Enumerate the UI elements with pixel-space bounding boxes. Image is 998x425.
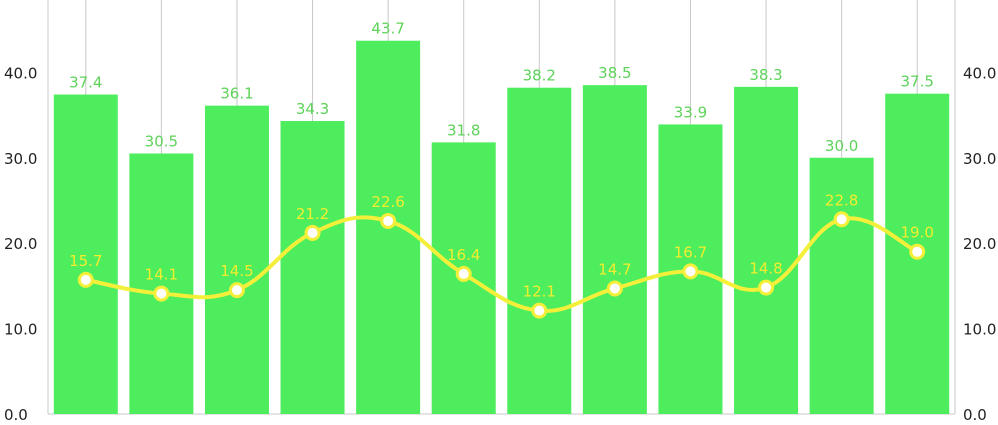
right-axis: 0.0 10.0 20.0 30.0 40.0 [963,64,996,424]
line-point [682,263,699,280]
line-point [531,302,548,319]
line-data-label: 21.2 [296,205,329,223]
line-data-label: 22.8 [825,191,858,209]
line-data-label: 14.7 [598,260,631,278]
bar-data-label: 37.5 [901,73,934,91]
right-tick-label: 20.0 [963,235,996,253]
bar-data-label: 43.7 [371,20,404,38]
line-point [77,271,94,288]
bars-layer [53,40,950,415]
line-point [153,285,170,302]
left-axis: 0.0 10.0 20.0 30.0 40.0 [4,64,37,424]
points-layer [77,211,926,319]
bar [280,121,345,414]
bar-data-label: 34.3 [296,100,329,118]
left-tick-label: 30.0 [4,150,37,168]
right-tick-label: 40.0 [963,64,996,82]
line-data-label: 22.6 [371,193,404,211]
bar-data-label: 31.8 [447,121,480,139]
bar-data-label: 30.5 [145,132,178,150]
bar [507,87,572,414]
bar [204,105,269,414]
right-tick-label: 10.0 [963,321,996,339]
right-tick-label: 30.0 [963,150,996,168]
line-data-label: 14.5 [220,262,253,280]
bar-data-label: 38.3 [749,66,782,84]
line-data-label: 14.8 [749,260,782,278]
bar-data-label: 36.1 [220,85,253,103]
bar-data-label: 33.9 [674,103,707,121]
bar [53,94,118,415]
line-data-label: 16.7 [674,243,707,261]
left-tick-label: 40.0 [4,64,37,82]
bar [582,85,647,414]
line-point [833,211,850,228]
right-tick-label: 0.0 [963,406,987,424]
line-point [228,282,245,299]
line-data-label: 19.0 [901,224,934,242]
line-point [606,280,623,297]
bar-data-label: 37.4 [69,74,102,92]
line-labels-layer: 15.7 14.1 14.5 21.2 22.6 16.4 12.1 14.7 16.7 14.8… [69,191,934,300]
bar-data-label: 30.0 [825,137,858,155]
bar [809,157,874,414]
left-tick-label: 10.0 [4,321,37,339]
bar [129,153,194,414]
line-point [380,212,397,229]
line-data-label: 14.1 [145,266,178,284]
bar-labels-layer: 37.4 30.5 36.1 34.3 43.7 31.8 38.2 38.5 33.9 38.3… [69,20,934,155]
bar-data-label: 38.5 [598,64,631,82]
line-point [455,265,472,282]
bar-data-label: 38.2 [523,67,556,85]
left-tick-label: 20.0 [4,235,37,253]
line-point [909,243,926,260]
line-data-label: 12.1 [523,283,556,301]
line-point [758,279,775,296]
line-data-label: 16.4 [447,246,480,264]
line-data-label: 15.7 [69,252,102,270]
left-tick-label: 0.0 [4,406,28,424]
bar [734,86,799,415]
line-point [304,224,321,241]
